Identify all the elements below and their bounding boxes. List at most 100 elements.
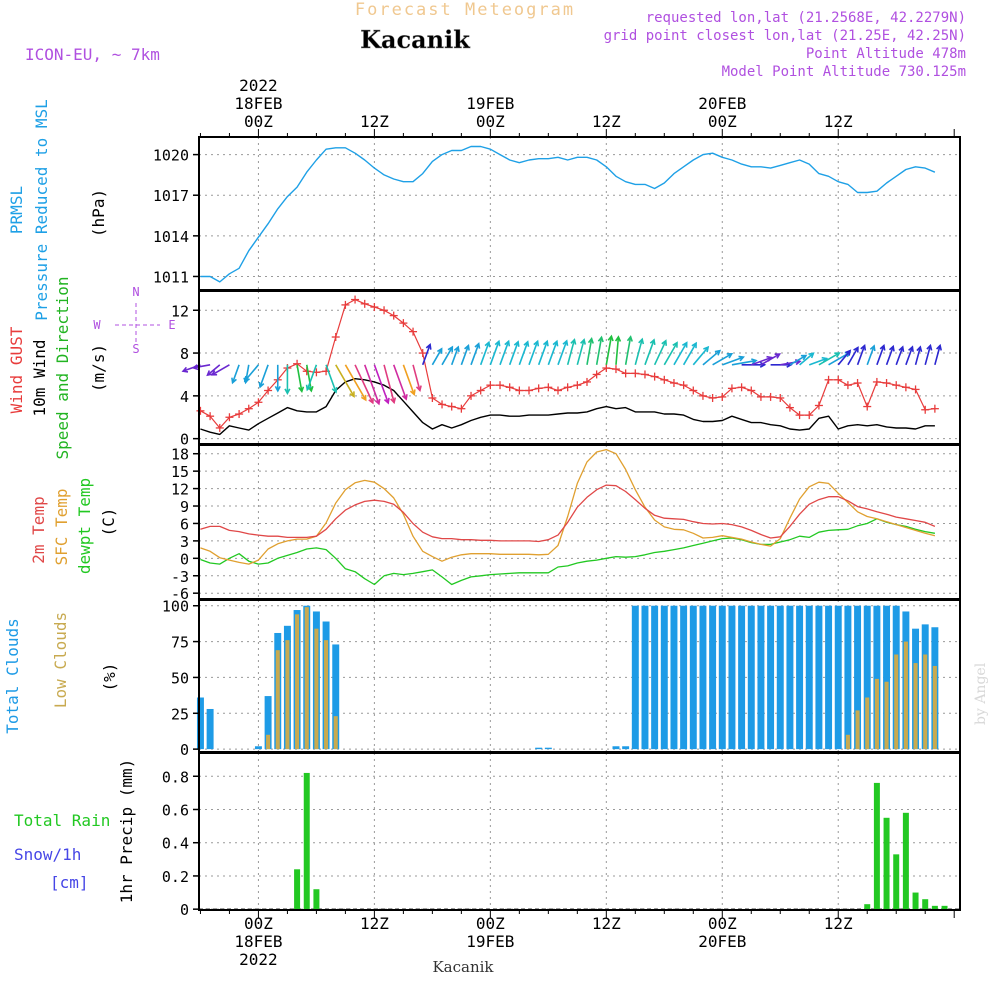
wind-arrow-head	[374, 398, 381, 406]
precip-ytick-label: 0.4	[162, 835, 189, 853]
label-speed-direction: Speed and Direction	[53, 276, 72, 459]
label-precip-unit: 1hr Precip (mm)	[117, 759, 136, 904]
chart-subtitle: Forecast Meteogram	[355, 0, 575, 20]
wind-arrow-head	[869, 344, 876, 352]
wind-arrow-shaft	[412, 364, 421, 391]
wind-arrow-shaft	[363, 364, 380, 405]
wind-arrow-head	[898, 345, 905, 353]
low-clouds-bar	[304, 607, 309, 750]
total-clouds-bar	[544, 747, 552, 750]
total-clouds-bar	[747, 605, 755, 750]
wind-arrow-head	[494, 339, 501, 347]
wind-arrow-head	[626, 335, 633, 342]
wind-arrow-head	[834, 352, 841, 358]
total-clouds-bar	[535, 747, 543, 750]
wind-arrow-shaft	[470, 343, 480, 366]
wind-arrow-head	[513, 340, 520, 347]
label-pressure-unit: (hPa)	[89, 189, 108, 237]
wind-arrow-head	[368, 397, 374, 405]
wind-arrow-head	[484, 340, 491, 348]
wind-arrow-shaft	[605, 336, 613, 365]
wind-arrow-head	[774, 353, 782, 359]
bottom-time-label: 19FEB	[466, 932, 514, 951]
wind-arrow-head	[181, 366, 189, 373]
pressure-ytick-label: 1014	[153, 228, 189, 246]
total-clouds-bar	[863, 605, 871, 750]
wind-speed-line	[200, 378, 935, 436]
total-clouds-bar	[834, 605, 842, 750]
wind-arrow-head	[703, 345, 710, 353]
total-clouds-bar	[641, 605, 649, 750]
wind-arrow-shaft	[182, 364, 201, 372]
wind-arrow-shaft	[615, 336, 620, 365]
low-clouds-bar	[314, 628, 319, 750]
pressure-line	[200, 145, 936, 283]
wind-arrow-head	[474, 342, 481, 349]
wind-arrow-shaft	[760, 353, 780, 366]
low-clouds-bar	[865, 697, 870, 750]
plot-layer	[181, 145, 960, 910]
wind-arrow-shaft	[566, 339, 576, 366]
wind-arrow-shaft	[335, 364, 355, 397]
low-clouds-bar	[324, 640, 329, 750]
total-clouds-bar	[196, 697, 204, 750]
compass-letter: N	[132, 285, 139, 299]
rain-bar	[873, 782, 880, 910]
wind-arrow-shaft	[780, 360, 801, 366]
total-clouds-bar	[825, 605, 833, 750]
wind-arrow-shaft	[450, 346, 459, 366]
label-wind-gust: Wind GUST	[7, 326, 26, 413]
precip-ytick-label: 0.6	[162, 801, 189, 819]
total-clouds-bar	[670, 605, 678, 750]
wind-arrow-head	[523, 340, 530, 347]
compass-letter: W	[93, 318, 101, 332]
wind-arrow-shaft	[576, 339, 585, 366]
label-low-clouds: Low Clouds	[51, 612, 70, 708]
temperature-ytick-label: 18	[171, 446, 189, 464]
total-clouds-bar	[254, 746, 262, 750]
rain-bar	[883, 817, 890, 910]
wind-ytick-label: 4	[180, 388, 189, 406]
top-time-label: 00Z	[476, 112, 505, 131]
clouds-ytick-label: 100	[162, 598, 189, 616]
wind-arrow-shaft	[702, 350, 721, 366]
total-clouds-bar	[776, 605, 784, 750]
wind-arrow-shaft	[731, 359, 757, 366]
wind-arrow-head	[349, 391, 355, 398]
chart-title: Kacanik	[360, 25, 471, 54]
clouds-ytick-label: 0	[180, 741, 189, 759]
wind-arrow-head	[580, 338, 586, 345]
wind-arrow-shaft	[207, 364, 221, 376]
wind-arrow-head	[845, 349, 852, 356]
wind-arrow-head	[614, 335, 622, 342]
wind-arrow-head	[672, 341, 678, 348]
total-clouds-bar	[757, 605, 765, 750]
wind-arrow-shaft	[421, 344, 431, 366]
wind-arrow-shaft	[653, 340, 667, 366]
wind-arrow-head	[607, 334, 614, 342]
requested-coords: requested lon,lat (21.2568E, 42.2279N)	[646, 10, 966, 26]
wind-arrow-shaft	[644, 339, 655, 366]
wind-arrow-head	[425, 343, 432, 350]
wind-arrow-shaft	[547, 341, 558, 366]
rain-bar	[313, 889, 320, 910]
label-snow-unit: [cm]	[50, 873, 89, 892]
temperature-ytick-label: 15	[171, 463, 189, 481]
wind-arrow-head	[243, 375, 250, 383]
watermark: by Angel	[973, 662, 989, 725]
wind-arrow-head	[916, 345, 923, 352]
wind-arrow-head	[800, 354, 808, 361]
rain-bar	[922, 899, 929, 910]
total-clouds-bar	[873, 605, 881, 750]
wind-arrow-head	[436, 347, 443, 354]
wind-arrow-head	[853, 346, 859, 353]
wind-arrow-shaft	[682, 342, 697, 366]
wind-arrow-head	[726, 352, 734, 359]
label-2m-temp: 2m Temp	[29, 496, 48, 563]
total-clouds-bar	[786, 605, 794, 750]
wind-arrow-head	[562, 339, 569, 346]
wind-arrow-shaft	[296, 364, 303, 392]
wind-arrow-head	[274, 386, 281, 393]
total-clouds-bar	[264, 696, 272, 750]
